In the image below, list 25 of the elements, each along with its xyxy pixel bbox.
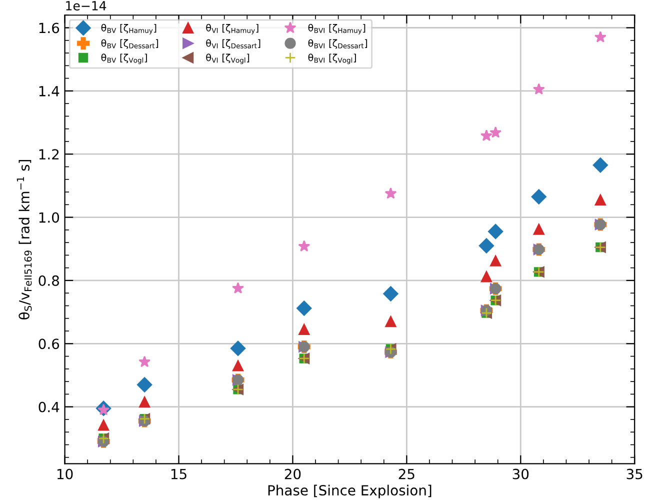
x-tick-label: 25 [398, 468, 414, 480]
legend-label: θ$_{VI}$ [ζ$_{Vogl}$] [206, 54, 250, 64]
x-tick-label: 35 [626, 468, 642, 480]
y-tick-label: 0.6 [38, 338, 60, 350]
y-tick-label: 0.8 [38, 275, 59, 286]
x-tick-label: 10 [57, 468, 73, 480]
x-tick-label: 20 [284, 468, 301, 480]
x-tick-label: 15 [171, 468, 186, 480]
legend-label: θ$_{VI}$ [ζ$_{Hamuy}$] [206, 24, 258, 34]
legend-label: θ$_{BVI}$ [ζ$_{Vogl}$] [308, 54, 356, 64]
y-tick-label: 0.4 [38, 402, 60, 412]
legend-label: θ$_{BVI}$ [ζ$_{Hamuy}$] [308, 24, 366, 34]
legend-label: θ$_{VI}$ [ζ$_{Dessart}$] [206, 39, 260, 49]
text: 1e−14 [66, 1, 106, 10]
y-axis-title: θ$_{S}$/v$_{FeII5169}$ [rad km$^{−1}$ s] [16, 160, 32, 320]
legend-label: θ$_{BV}$ [ζ$_{Dessart}$] [101, 39, 158, 49]
legend-label: θ$_{BV}$ [ζ$_{Hamuy}$] [101, 24, 156, 34]
y-tick-label: 1.6 [39, 22, 60, 34]
legend-label: θ$_{BVI}$ [ζ$_{Dessart}$] [308, 39, 368, 49]
x-tick-label: 30 [512, 468, 529, 480]
x-axis-title: Phase [Since Explosion] [268, 484, 432, 498]
legend-label: θ$_{BV}$ [ζ$_{Vogl}$] [101, 54, 147, 64]
y-tick-label: 1.2 [39, 149, 59, 160]
y-tick-label: 1.4 [39, 86, 60, 96]
y-tick-label: 1.0 [39, 212, 60, 223]
